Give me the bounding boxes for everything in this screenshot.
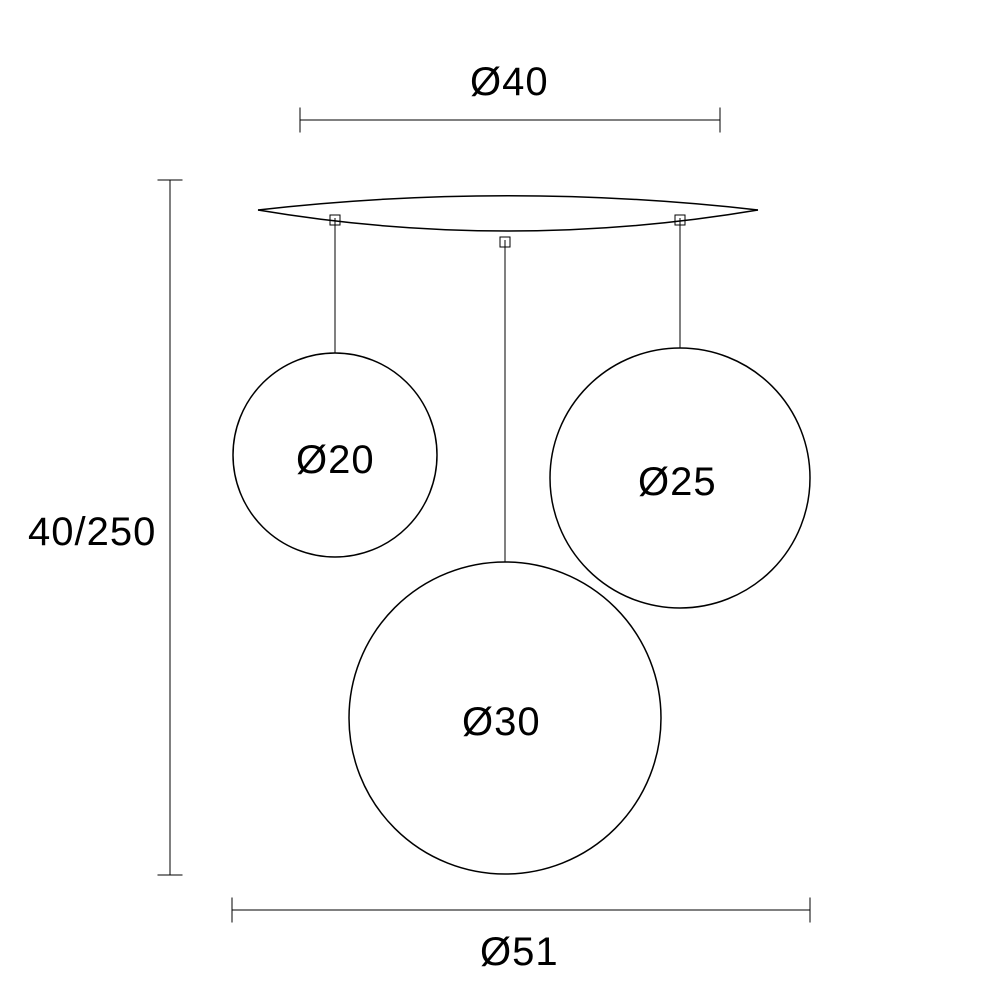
diagram-stage: Ø40 Ø20 Ø25 Ø30 40/250 Ø51 xyxy=(0,0,1000,1000)
dim-sphere-30: Ø30 xyxy=(462,700,541,745)
dim-overall-diameter: Ø51 xyxy=(480,930,559,975)
dim-height-range: 40/250 xyxy=(28,510,156,555)
dim-sphere-25: Ø25 xyxy=(638,460,717,505)
diagram-svg xyxy=(0,0,1000,1000)
dim-canopy-diameter: Ø40 xyxy=(470,60,549,105)
dim-sphere-20: Ø20 xyxy=(296,438,375,483)
